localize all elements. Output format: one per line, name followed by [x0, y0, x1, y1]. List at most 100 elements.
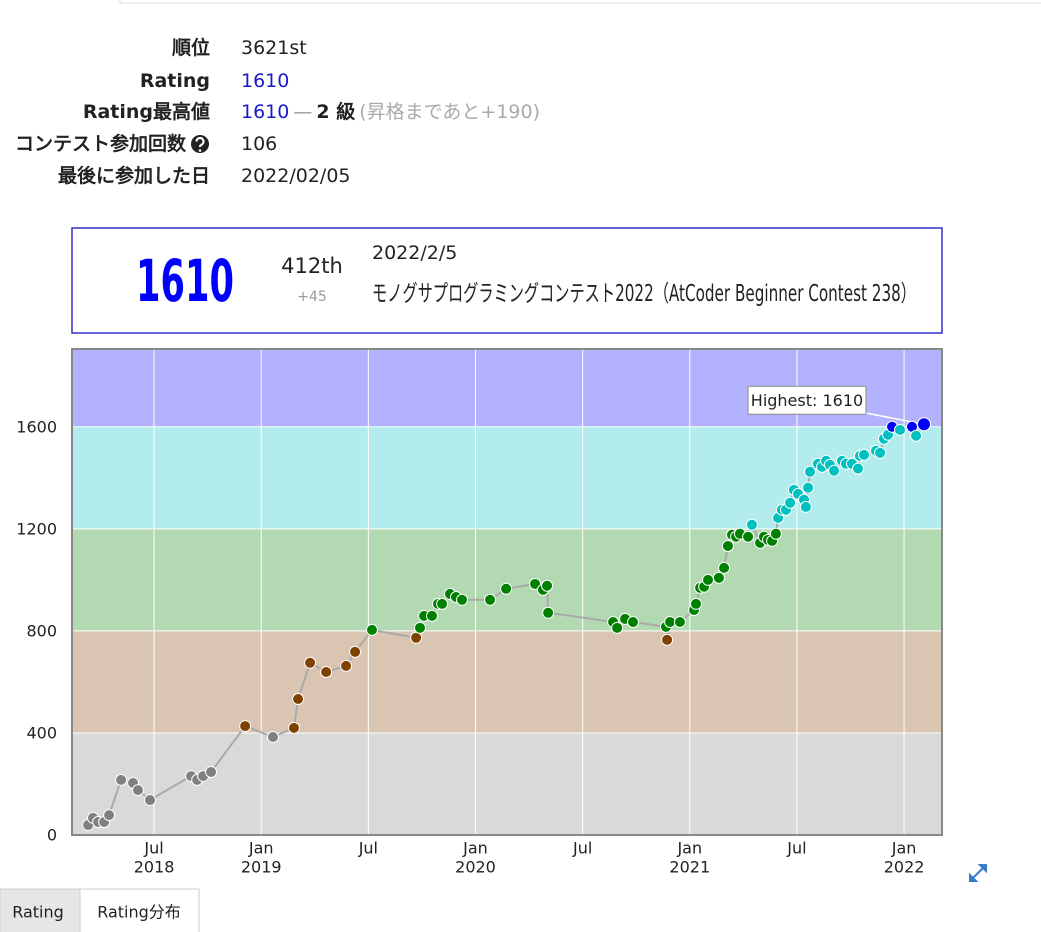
x-tick-label: Jul [786, 839, 806, 858]
rating-point [799, 500, 812, 513]
profile-label: 順位 [172, 36, 210, 59]
rating-band [72, 528, 942, 631]
status-box [71, 227, 943, 334]
x-tick-year: 2020 [455, 858, 496, 877]
rating-point [894, 423, 906, 436]
status-diff: +45 [297, 289, 327, 305]
value: 1610 [241, 101, 289, 123]
rating-point [828, 464, 840, 477]
rating-point [541, 579, 554, 592]
rating-point [718, 561, 731, 574]
rating-point [611, 621, 624, 634]
tab-active[interactable] [0, 888, 81, 932]
x-tick-year: 2021 [669, 858, 710, 877]
rating-point [456, 593, 468, 606]
rating-point [349, 645, 362, 658]
rating-point [529, 577, 542, 590]
help-icon-dot [198, 149, 202, 152]
rating-point [858, 448, 870, 461]
profile-value: 3621st [241, 37, 307, 59]
rating-point [910, 429, 923, 442]
profile-label: Rating最高値 [83, 100, 210, 123]
profile-table: 順位 3621st Rating 1610 Rating最高値 1610—2 級 (昇格まで… [15, 36, 540, 187]
rating-point [103, 809, 116, 822]
rating-point [288, 721, 300, 734]
x-tick-label: Jan [462, 839, 488, 858]
rating-point [410, 631, 423, 644]
rating-point [702, 573, 714, 586]
rating-point [542, 606, 555, 619]
rating-point [917, 417, 931, 432]
rating-point [852, 462, 864, 475]
rating-point [673, 615, 686, 628]
status-contest: モノグサプログラミングコンテスト2022（AtCoder Beginner Co… [372, 281, 916, 307]
x-tick-year: 2018 [134, 858, 175, 877]
y-tick-label: 0 [47, 826, 57, 845]
rating-point [500, 582, 513, 595]
rating-point [804, 465, 816, 478]
rating-band [72, 426, 942, 529]
rank: 2 級 [316, 100, 355, 123]
x-tick-year: 2019 [241, 858, 282, 877]
tab-label[interactable]: Rating [12, 903, 64, 922]
value: 2022/02/05 [241, 165, 351, 187]
rating-point [115, 773, 128, 786]
rating-point [712, 571, 725, 584]
x-tick-label: Jul [143, 839, 163, 858]
expand-line [971, 866, 985, 880]
x-tick-label: Jan [891, 839, 917, 858]
rating-point [205, 765, 218, 778]
help-icon-glyph [195, 136, 205, 148]
profile-label: Rating [140, 70, 210, 92]
rating-band [72, 732, 942, 835]
rating-point [745, 518, 758, 531]
search-box-edge [119, 0, 1041, 4]
profile-label: コンテスト参加回数 [15, 132, 187, 155]
rating-point [784, 496, 797, 509]
rating-point [484, 593, 497, 606]
expand-arrows [969, 864, 987, 882]
rating-point [340, 659, 353, 672]
rating-point [239, 720, 252, 733]
rating-point [769, 527, 782, 540]
rating-point [664, 615, 677, 628]
rating-point [690, 597, 702, 610]
help-icon[interactable] [191, 135, 209, 153]
value: 3621st [241, 37, 307, 59]
rating-point [742, 530, 755, 543]
y-tick-label: 400 [26, 723, 57, 742]
annotation: Highest: 1610 [751, 391, 863, 410]
rating-point [267, 731, 279, 744]
y-tick-label: 1200 [16, 519, 57, 538]
y-tick-label: 800 [26, 621, 57, 640]
expand-icon[interactable] [969, 864, 987, 882]
rating-point [292, 693, 305, 706]
rating-point [320, 665, 333, 678]
annotation-box [747, 385, 867, 415]
plot-border [71, 348, 943, 836]
rating-point [414, 621, 426, 634]
rating-point [426, 609, 438, 622]
status-place: 412th [281, 254, 343, 278]
note: (昇格まであと+190) [359, 101, 540, 123]
status-rating: 1610 [136, 247, 234, 315]
profile-value: 106 [241, 133, 277, 155]
x-tick-label: Jul [572, 839, 592, 858]
rating-point [132, 784, 144, 797]
x-tick-label: Jan [676, 839, 702, 858]
rating-point [144, 794, 156, 807]
tab[interactable] [79, 888, 200, 932]
x-tick-label: Jul [358, 839, 378, 858]
tab-label[interactable]: Rating分布 [97, 903, 181, 922]
profile-value: 1610—2 級 (昇格まであと+190) [241, 100, 540, 123]
profile-label: 最後に参加した日 [58, 164, 210, 187]
separator: — [293, 101, 312, 123]
rating-point [304, 656, 317, 669]
rating-point [366, 623, 378, 636]
rating-point [436, 597, 449, 610]
rating-point [874, 446, 887, 459]
value: 1610 [241, 70, 289, 92]
rating-point [802, 481, 815, 494]
